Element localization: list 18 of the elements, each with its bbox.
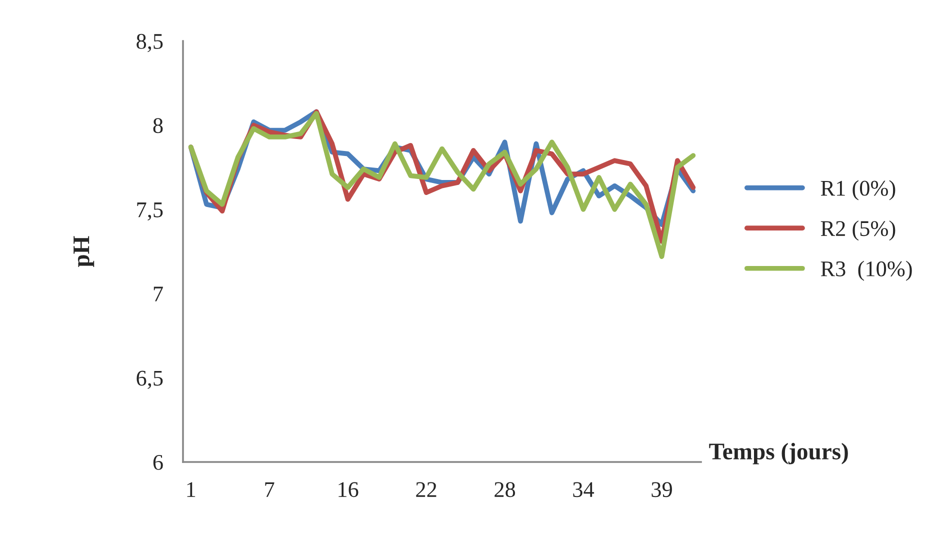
legend-label: R1 (0%) [820,180,896,200]
x-tick-label: 28 [494,482,516,498]
y-axis-title: pH [74,236,94,267]
x-tick-label: 22 [416,482,436,497]
y-tick-label: 6 [153,454,163,470]
y-tick-label: 6,5 [136,370,163,389]
x-tick-label: 39 [652,482,672,498]
y-tick-label: 7 [154,286,163,302]
y-tick-label: 8 [153,118,163,134]
y-tick-label: 8,5 [136,34,163,52]
y-tick-label: 7,5 [137,202,163,221]
x-tick-label: 16 [338,482,358,498]
x-axis-title: Temps (jours) [709,442,848,464]
x-tick-label: 7 [265,482,274,497]
legend-label: R2 (5%) [820,220,896,241]
x-tick-label: 34 [573,482,594,498]
legend-label: R3 (10%) [820,260,912,281]
x-tick-label: 1 [187,482,196,497]
